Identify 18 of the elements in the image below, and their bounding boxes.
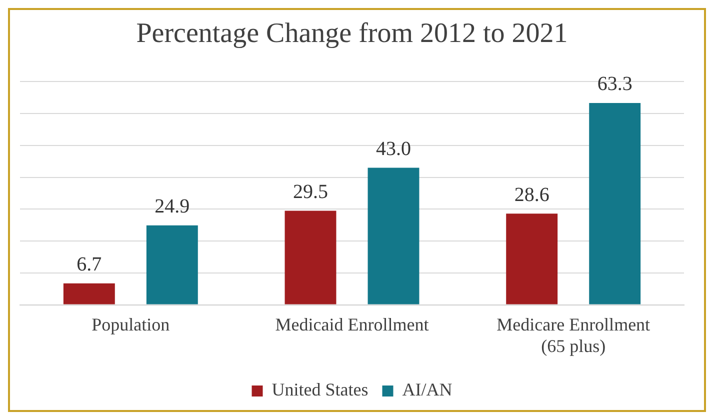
x-tick-label: Population xyxy=(92,314,170,334)
x-tick-label: Medicare Enrollment (65 plus) xyxy=(496,314,650,356)
bar xyxy=(589,102,641,304)
data-label: 28.6 xyxy=(514,184,550,206)
bar xyxy=(506,214,558,304)
bar xyxy=(63,283,115,304)
legend-label: United States xyxy=(272,380,368,400)
data-label: 63.3 xyxy=(597,73,632,96)
bar xyxy=(146,225,198,304)
data-label: 29.5 xyxy=(293,180,328,203)
legend-label: AI/AN xyxy=(402,380,452,400)
bar xyxy=(368,168,420,304)
x-tick-label: Medicaid Enrollment xyxy=(275,314,429,334)
data-label: 6.7 xyxy=(76,254,102,276)
bar xyxy=(284,210,336,304)
data-label: 43.0 xyxy=(376,138,411,160)
chart-title: Percentage Change from 2012 to 2021 xyxy=(136,18,568,50)
data-label: 24.9 xyxy=(154,196,190,218)
